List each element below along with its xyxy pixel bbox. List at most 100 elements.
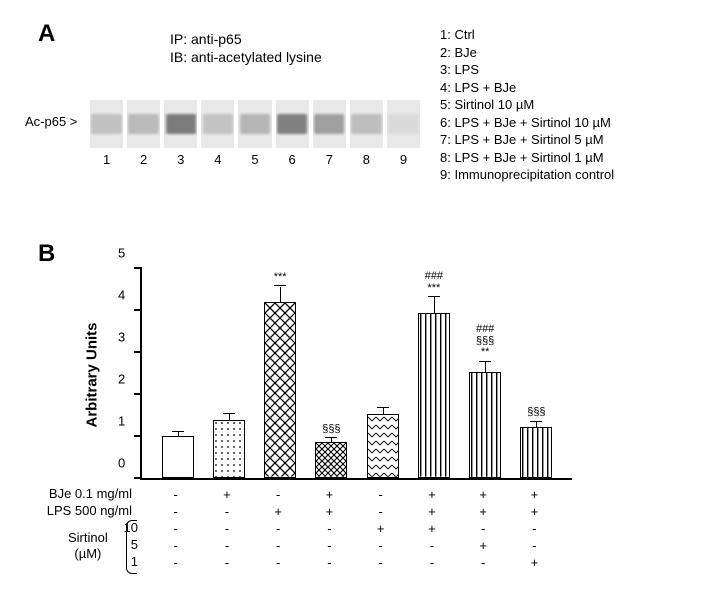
legend-line: 3: LPS [440, 61, 614, 79]
blot-lane [387, 100, 420, 148]
lane-number: 5 [238, 152, 271, 167]
condition-cell: - [406, 538, 457, 553]
bar-column: ###*** [408, 313, 459, 478]
condition-cell: - [304, 538, 355, 553]
condition-cell: - [509, 538, 560, 553]
error-cap [428, 296, 440, 297]
bar-column [203, 420, 254, 478]
lane-number: 2 [127, 152, 160, 167]
western-blot: 123456789 [90, 100, 420, 167]
significance-marker: §§§ [527, 407, 545, 419]
lane-number: 9 [387, 152, 420, 167]
condition-cell: - [253, 538, 304, 553]
sirtinol-label: Sirtinol(µM) [68, 530, 108, 561]
bar-column: *** [255, 302, 306, 478]
ip-text: IP: anti-p65 [170, 30, 322, 48]
condition-cell: - [253, 521, 304, 536]
bar-column: §§§ [306, 442, 357, 478]
ib-text: IB: anti-acetylated lysine [170, 48, 322, 66]
condition-cell: + [458, 504, 509, 519]
condition-cell: + [304, 487, 355, 502]
condition-cell: - [355, 555, 406, 570]
lane-number: 1 [90, 152, 123, 167]
y-tick-label: 4 [118, 288, 125, 303]
condition-cell: - [150, 538, 201, 553]
blot-lane [350, 100, 383, 148]
significance-marker: ###*** [425, 271, 443, 294]
condition-cell: - [406, 555, 457, 570]
significance-marker: §§§ [322, 424, 340, 436]
legend-line: 8: LPS + BJe + Sirtinol 1 µM [440, 149, 614, 167]
y-tick-label: 3 [118, 330, 125, 345]
condition-row: ------+- [140, 537, 570, 554]
blot-lane [276, 100, 309, 148]
error-cap [223, 413, 235, 414]
condition-cell: + [509, 555, 560, 570]
condition-cell: + [509, 487, 560, 502]
condition-cell: - [458, 555, 509, 570]
y-tick-label: 0 [118, 456, 125, 471]
lane-number: 4 [201, 152, 234, 167]
condition-cell: - [201, 555, 252, 570]
condition-cell: + [458, 487, 509, 502]
condition-cell: - [458, 521, 509, 536]
lane-number: 6 [276, 152, 309, 167]
legend-line: 9: Immunoprecipitation control [440, 166, 614, 184]
condition-cell: - [509, 521, 560, 536]
blot-lane [127, 100, 160, 148]
condition-cell: + [355, 521, 406, 536]
condition-cell: - [355, 487, 406, 502]
error-bar [280, 287, 281, 303]
condition-cell: - [201, 521, 252, 536]
condition-cell: - [253, 487, 304, 502]
blot-lane [313, 100, 346, 148]
legend-line: 7: LPS + BJe + Sirtinol 5 µM [440, 131, 614, 149]
error-bar [434, 297, 435, 313]
y-tick-label: 1 [118, 414, 125, 429]
panel-b-label: B [38, 240, 55, 268]
bar: ###§§§** [469, 372, 501, 478]
y-tick-label: 2 [118, 372, 125, 387]
condition-row: -+-+-+++ [140, 486, 570, 503]
legend-line: 2: BJe [440, 44, 614, 62]
y-tick [134, 267, 142, 269]
lane-number: 3 [164, 152, 197, 167]
ac-p65-label: Ac-p65 > [25, 114, 77, 129]
blot-lane [201, 100, 234, 148]
condition-cell: - [150, 555, 201, 570]
bar [367, 414, 399, 478]
bar: *** [264, 302, 296, 478]
bar: §§§ [520, 427, 552, 478]
condition-cell: + [201, 487, 252, 502]
error-cap [530, 421, 542, 422]
y-tick [134, 309, 142, 311]
blot-lane [238, 100, 271, 148]
condition-cell: + [406, 487, 457, 502]
blot-lane [90, 100, 123, 148]
blot-lane [164, 100, 197, 148]
condition-cell: - [150, 487, 201, 502]
condition-cell: + [253, 504, 304, 519]
condition-row: --++-+++ [140, 503, 570, 520]
condition-cell: + [509, 504, 560, 519]
bar [162, 436, 194, 478]
bar-column [357, 414, 408, 478]
panel-b: B Arbitrary Units ***§§§###***###§§§**§§… [20, 240, 685, 590]
bar-chart: ***§§§###***###§§§**§§§ 012345 [140, 270, 570, 480]
lane-legend: 1: Ctrl2: BJe3: LPS4: LPS + BJe5: Sirtin… [440, 26, 614, 184]
error-bar [485, 362, 486, 373]
condition-cell: + [406, 504, 457, 519]
condition-cell: + [406, 521, 457, 536]
significance-marker: *** [274, 272, 287, 284]
bar-column: §§§ [511, 427, 562, 478]
bar: ###*** [418, 313, 450, 478]
condition-cell: - [201, 504, 252, 519]
legend-line: 1: Ctrl [440, 26, 614, 44]
condition-cell: - [355, 538, 406, 553]
error-cap [377, 407, 389, 408]
bar-column: ###§§§** [460, 372, 511, 478]
bar [213, 420, 245, 478]
condition-cell: - [304, 555, 355, 570]
legend-line: 5: Sirtinol 10 µM [440, 96, 614, 114]
condition-cell: - [355, 504, 406, 519]
